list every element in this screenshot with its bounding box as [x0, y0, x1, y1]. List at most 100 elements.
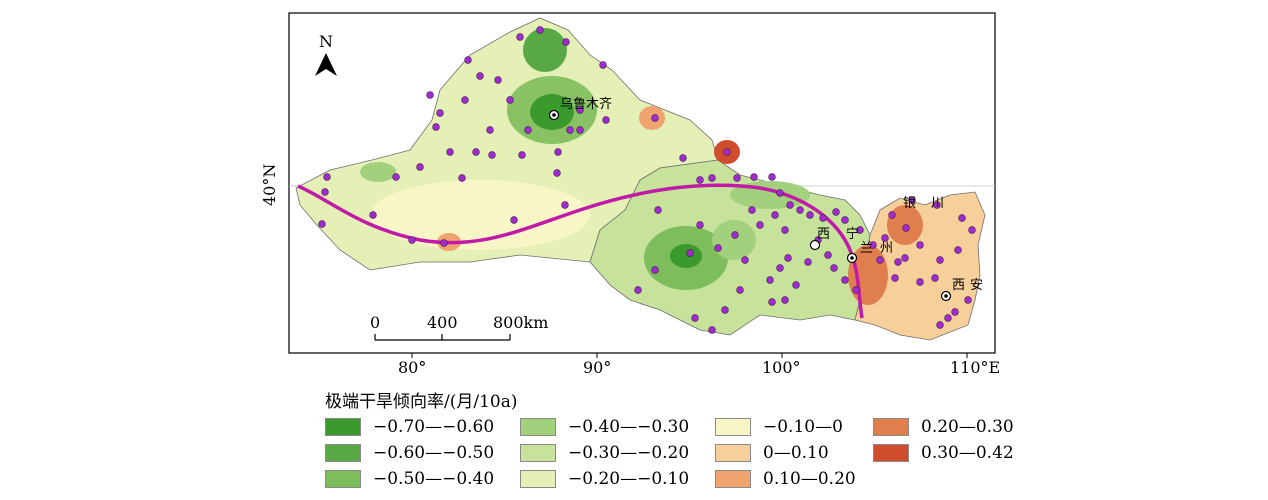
station-point	[634, 286, 642, 294]
station-point	[721, 306, 729, 314]
station-point	[524, 126, 532, 134]
city-label-xi2: 西	[952, 278, 965, 293]
legend-swatch	[325, 470, 361, 488]
station-point	[576, 106, 584, 114]
station-point	[536, 26, 544, 34]
station-point	[916, 278, 924, 286]
station-point	[392, 173, 400, 181]
city-label-xi: 西	[817, 227, 830, 242]
station-point	[369, 211, 377, 219]
station-point	[486, 126, 494, 134]
legend-swatch	[520, 470, 556, 488]
station-point	[566, 126, 574, 134]
station-point	[856, 226, 864, 234]
station-point	[679, 154, 687, 162]
station-point	[733, 174, 741, 182]
station-point	[506, 96, 514, 104]
station-point	[951, 308, 959, 316]
scale-label-400: 400	[427, 313, 458, 332]
legend-swatch	[325, 444, 361, 462]
station-point	[494, 76, 502, 84]
station-point	[756, 221, 764, 229]
station-point	[561, 201, 569, 209]
station-point	[458, 174, 466, 182]
legend-swatch	[873, 444, 909, 462]
station-point	[830, 264, 838, 272]
station-point	[933, 201, 941, 209]
station-point	[408, 236, 416, 244]
station-point	[321, 188, 329, 196]
station-point	[731, 231, 739, 239]
station-point	[888, 211, 896, 219]
station-point	[748, 206, 756, 214]
lon-label-100: 100°	[762, 358, 801, 377]
legend-item: 0.20—0.30	[873, 417, 1014, 437]
legend-title: 极端干旱倾向率/(月/10a)	[325, 392, 518, 412]
legend-item: −0.50—−0.40	[325, 469, 494, 489]
north-label: N	[319, 32, 333, 51]
station-point	[894, 258, 902, 266]
legend-label: −0.40—−0.30	[568, 417, 690, 437]
legend-item: −0.70—−0.60	[325, 417, 494, 437]
station-point	[518, 151, 526, 159]
city-marker-xining	[809, 239, 821, 251]
station-point	[806, 211, 814, 219]
lat-label-40n: 40°N	[260, 163, 279, 206]
station-point	[768, 298, 776, 306]
station-point	[936, 321, 944, 329]
lon-label-110: 110°E	[950, 358, 1001, 377]
station-point	[461, 96, 469, 104]
station-point	[714, 244, 722, 252]
station-point	[891, 274, 899, 282]
station-point	[768, 173, 776, 181]
legend-item: −0.10—0	[715, 417, 843, 437]
station-point	[599, 61, 607, 69]
station-point	[476, 72, 484, 80]
station-point	[819, 214, 827, 222]
city-label-lan: 兰	[860, 241, 873, 256]
legend-label: −0.60—−0.50	[373, 443, 495, 463]
station-point	[954, 246, 962, 254]
legend-label: 0—0.10	[763, 443, 829, 463]
station-point	[944, 314, 952, 322]
station-point	[841, 216, 849, 224]
north-arrow-icon	[315, 53, 337, 76]
city-marker-urumqi-dot	[552, 113, 556, 117]
station-point	[958, 214, 966, 222]
scale-label-800: 800km	[493, 313, 548, 332]
station-point	[968, 226, 976, 234]
station-point	[488, 151, 496, 159]
station-point	[750, 173, 758, 181]
station-point	[440, 239, 448, 247]
station-point	[771, 211, 779, 219]
station-point	[901, 254, 909, 262]
station-point	[696, 221, 704, 229]
legend-swatch	[520, 418, 556, 436]
legend-label: −0.10—0	[763, 417, 843, 437]
station-point	[432, 123, 440, 131]
patch-green-north	[523, 28, 567, 72]
station-point	[964, 296, 972, 304]
patch-yellow-tarim	[370, 180, 590, 250]
station-point	[723, 148, 731, 156]
city-label-ning: 宁	[846, 226, 859, 242]
station-point	[708, 174, 716, 182]
station-point	[776, 264, 784, 272]
station-point	[318, 220, 326, 228]
station-point	[832, 208, 840, 216]
patch-green-qinghai-core	[670, 244, 702, 268]
station-point	[916, 241, 924, 249]
station-layer	[318, 26, 976, 334]
legend-swatch	[715, 470, 751, 488]
station-point	[651, 266, 659, 274]
station-point	[436, 109, 444, 117]
patch-green-east	[712, 220, 756, 260]
station-point	[323, 173, 331, 181]
station-point	[553, 169, 561, 177]
city-marker-lanzhou-dot	[850, 256, 854, 260]
city-label-chuan: 川	[931, 196, 944, 211]
station-point	[686, 249, 694, 257]
station-point	[931, 274, 939, 282]
map-canvas: 乌鲁木齐 银 川 西 宁 兰 州 西 安 N 0 400 800km	[288, 12, 996, 358]
station-point	[786, 201, 794, 209]
